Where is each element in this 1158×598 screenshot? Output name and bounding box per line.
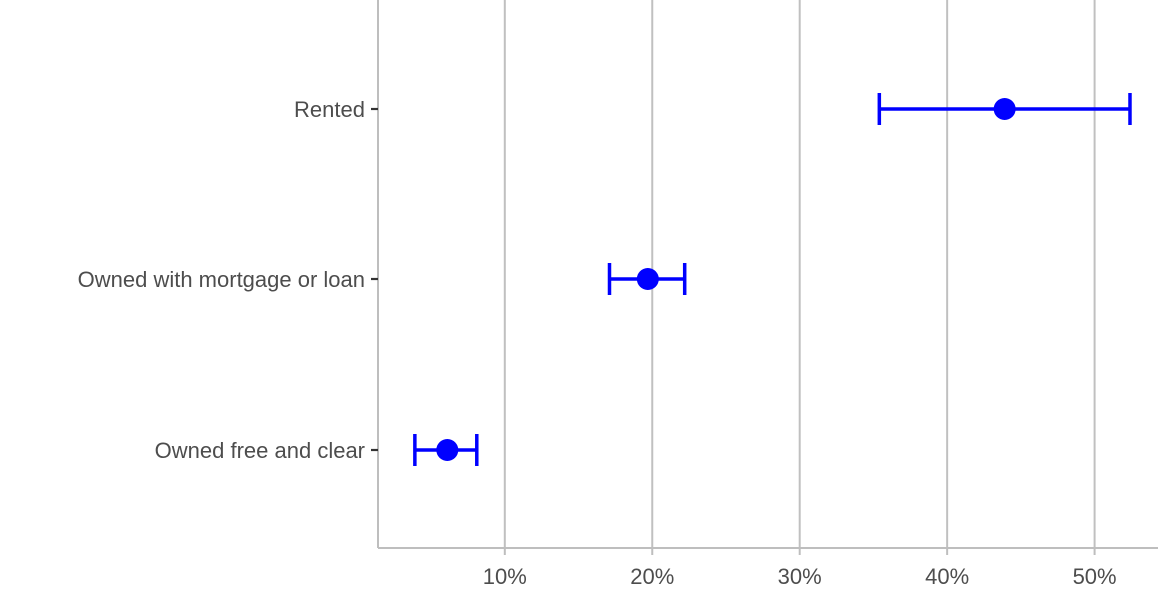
point-estimate	[436, 439, 459, 461]
x-tick-label: 20%	[630, 564, 674, 589]
axis-layer	[371, 0, 1158, 555]
y-tick-label: Owned with mortgage or loan	[78, 267, 365, 292]
x-tick-label: 40%	[925, 564, 969, 589]
error-bar-group	[413, 434, 479, 466]
error-bar-group	[607, 263, 687, 295]
y-tick-label: Rented	[294, 97, 365, 122]
point-estimate	[993, 98, 1016, 120]
grid-layer	[503, 0, 1096, 548]
label-layer: 10% 20% 30% 40% 50% Rented Owned with mortgage…	[78, 97, 1117, 589]
y-tick-label: Owned free and clear	[155, 438, 365, 463]
x-tick-label: 30%	[778, 564, 822, 589]
mark-layer	[413, 93, 1132, 466]
error-bar-group	[877, 93, 1132, 125]
point-estimate	[636, 268, 659, 290]
x-tick-label: 50%	[1073, 564, 1117, 589]
x-tick-label: 10%	[483, 564, 527, 589]
